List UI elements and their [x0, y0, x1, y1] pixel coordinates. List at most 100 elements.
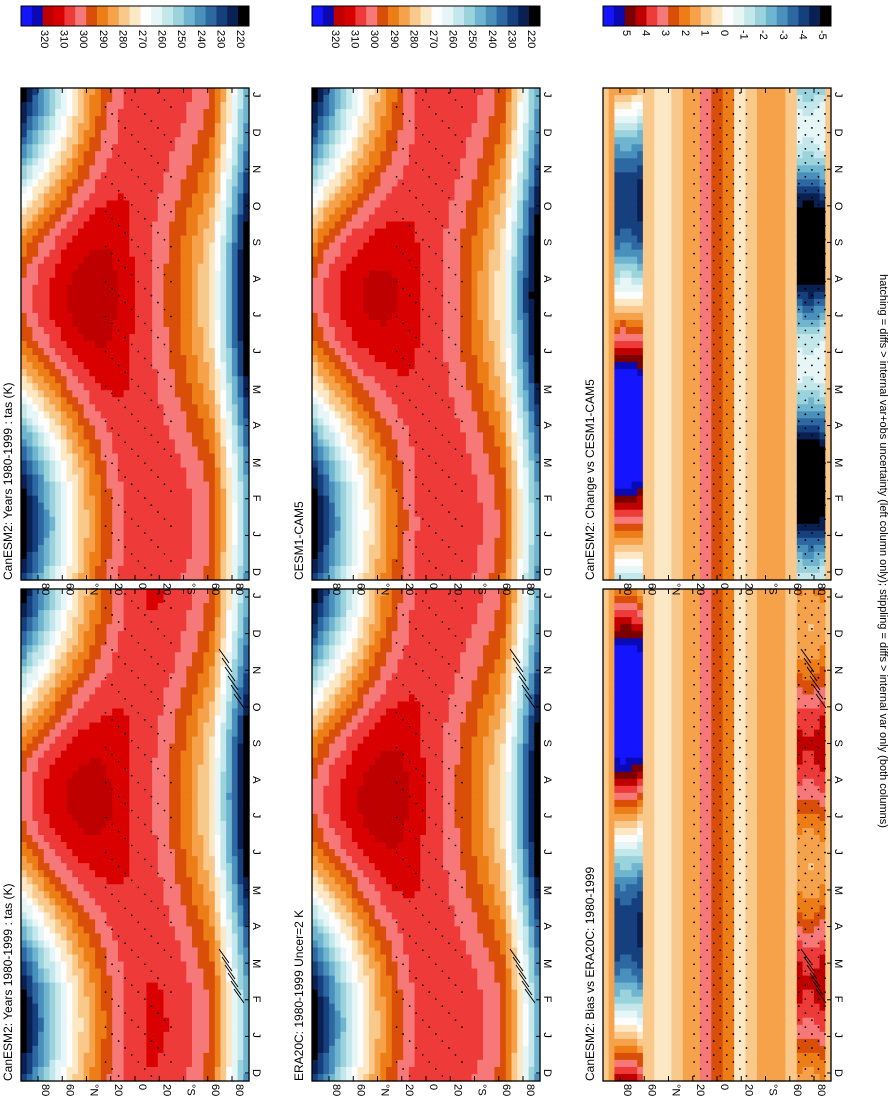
heatmap-cell [220, 989, 227, 998]
heatmap-cell [112, 172, 119, 180]
stipple-dot [150, 935, 153, 938]
heatmap-cell [169, 736, 176, 745]
heatmap-cell [123, 481, 130, 490]
heatmap-cell [140, 680, 147, 688]
heatmap-cell [66, 940, 73, 949]
heatmap-cell [78, 137, 85, 145]
heatmap-cell [146, 109, 153, 117]
month-tick-label: N [250, 666, 262, 674]
heatmap-cell [95, 778, 102, 787]
heatmap-cell [192, 982, 199, 991]
heatmap-cell [26, 474, 33, 483]
heatmap-cell [106, 95, 113, 103]
heatmap-cell [152, 193, 159, 202]
heatmap-cell [38, 1045, 45, 1054]
heatmap-cell [209, 673, 216, 681]
heatmap-cell [135, 659, 142, 667]
heatmap-cell [220, 813, 227, 822]
heatmap-cell [157, 509, 165, 518]
heatmap-cell [60, 1073, 68, 1082]
heatmap-cell [106, 544, 113, 553]
heatmap-cell [140, 694, 147, 703]
heatmap-cell [129, 544, 136, 553]
heatmap-cell [146, 242, 153, 251]
stipple-dot [143, 1068, 146, 1070]
heatmap-cell [55, 603, 62, 611]
heatmap-cell [95, 207, 102, 216]
heatmap-cell [100, 813, 108, 822]
heatmap-cell [163, 326, 170, 335]
stipple-dot [157, 907, 159, 910]
heatmap-cell [197, 926, 204, 934]
heatmap-cell [83, 432, 90, 441]
heatmap-cell [112, 603, 119, 611]
heatmap-cell [203, 954, 210, 963]
heatmap-cell [21, 376, 28, 384]
heatmap-cell [26, 298, 33, 307]
heatmap-cell [209, 1038, 216, 1047]
heatmap-cell [106, 249, 113, 258]
heatmap-cell [21, 137, 28, 145]
heatmap-cell [66, 102, 73, 110]
heatmap-cell [157, 659, 165, 667]
heatmap-cell [169, 179, 176, 187]
heatmap-cell [95, 474, 102, 483]
heatmap-cell [106, 502, 113, 511]
heatmap-cell [89, 982, 96, 991]
heatmap-cell [55, 617, 62, 625]
heatmap-cell [112, 919, 119, 927]
heatmap-cell [60, 961, 68, 970]
heatmap-cell [95, 659, 102, 667]
heatmap-cell [112, 764, 119, 773]
heatmap-cell [43, 820, 51, 829]
heatmap-cell [237, 982, 244, 991]
heatmap-cell [66, 362, 73, 370]
heatmap-cell [95, 186, 102, 195]
heatmap-cell [152, 565, 159, 574]
heatmap-cell [49, 926, 56, 934]
heatmap-cell [203, 905, 210, 913]
heatmap-cell [112, 792, 119, 801]
heatmap-cell [21, 1031, 28, 1040]
heatmap-cell [129, 165, 136, 173]
heatmap-cell [163, 989, 170, 998]
heatmap-cell [226, 940, 233, 949]
heatmap-cell [163, 610, 170, 618]
heatmap-cell [129, 589, 136, 597]
heatmap-cell [157, 193, 165, 202]
heatmap-cell [152, 666, 159, 674]
heatmap-cell [55, 982, 62, 991]
heatmap-cell [152, 256, 159, 265]
heatmap-cell [60, 603, 68, 611]
heatmap-cell [123, 806, 130, 815]
heatmap-cell [89, 1010, 96, 1019]
heatmap-cell [78, 827, 85, 836]
heatmap-cell [43, 1031, 51, 1040]
heatmap-cell [231, 1024, 239, 1033]
heatmap-cell [163, 666, 170, 674]
heatmap-cell [32, 509, 39, 518]
heatmap-cell [226, 912, 233, 920]
heatmap-cell [66, 827, 73, 836]
heatmap-cell [32, 446, 39, 455]
heatmap-cell [32, 764, 39, 773]
heatmap-cell [26, 596, 33, 604]
heatmap-cell [66, 502, 73, 511]
heatmap-cell [192, 1045, 199, 1054]
heatmap-cell [197, 610, 204, 618]
heatmap-cell [66, 348, 73, 356]
heatmap-cell [157, 158, 165, 166]
heatmap-cell [83, 603, 90, 611]
heatmap-cell [243, 1052, 250, 1061]
heatmap-cell [192, 863, 199, 871]
heatmap-cell [169, 652, 176, 660]
heatmap-cell [66, 617, 73, 625]
heatmap-cell [123, 249, 130, 258]
heatmap-cell [220, 806, 227, 815]
heatmap-cell [203, 750, 210, 759]
heatmap-cell [66, 383, 73, 391]
heatmap-cell [26, 884, 33, 892]
heatmap-cell [32, 326, 39, 335]
heatmap-cell [49, 298, 56, 307]
